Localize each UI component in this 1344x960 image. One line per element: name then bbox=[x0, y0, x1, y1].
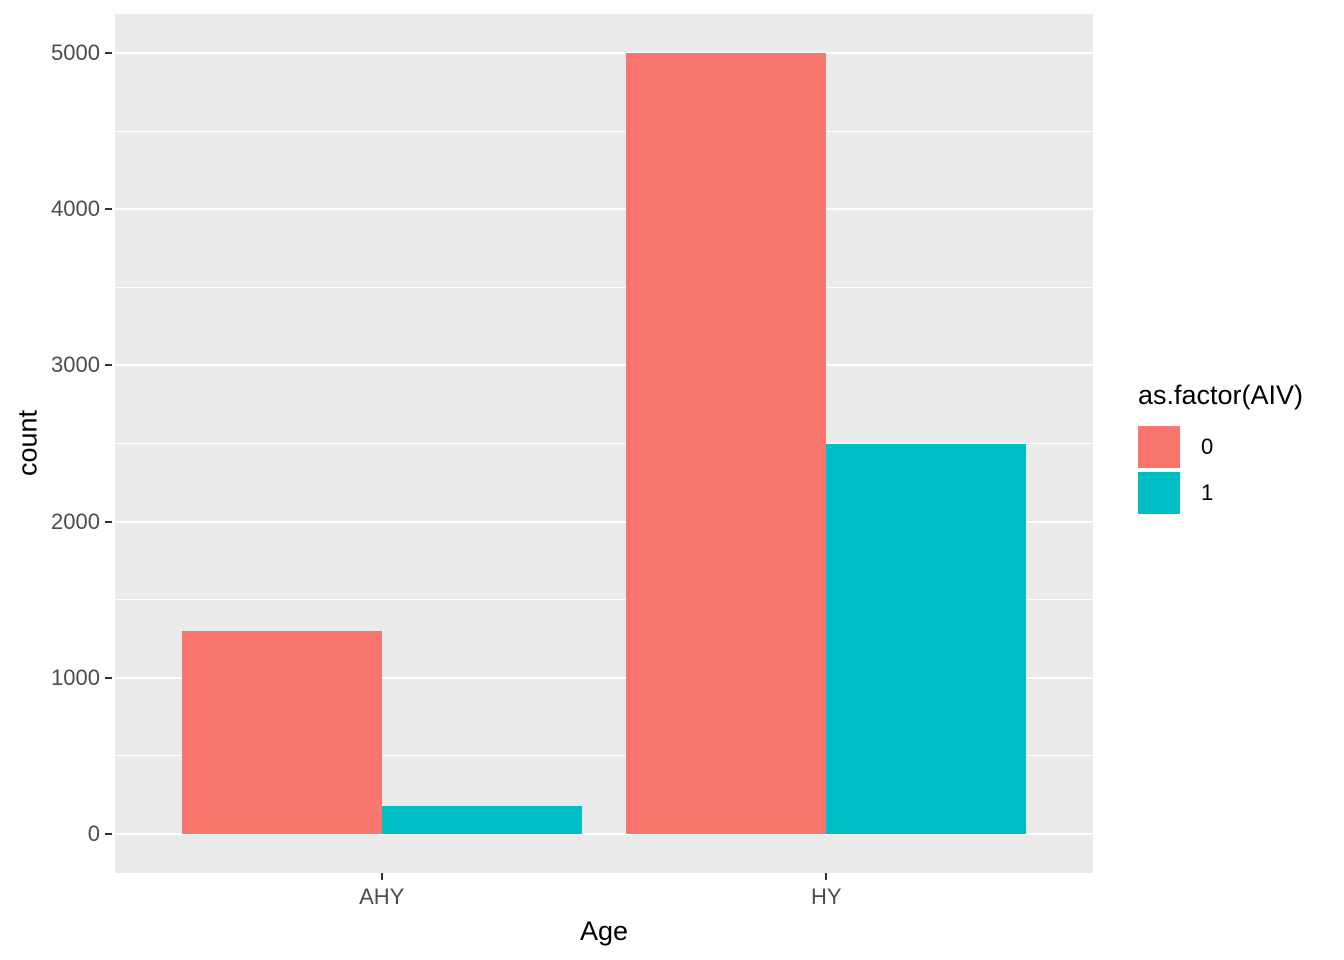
y-tick-label: 4000 bbox=[51, 196, 100, 222]
gridline-major bbox=[115, 364, 1093, 367]
legend-key-swatch bbox=[1138, 472, 1180, 514]
y-axis-tick bbox=[105, 832, 112, 835]
y-tick-label: 3000 bbox=[51, 352, 100, 378]
y-axis-tick bbox=[105, 208, 112, 211]
gridline-minor bbox=[115, 599, 1093, 601]
plot-panel bbox=[115, 14, 1093, 873]
bar-HY-0 bbox=[626, 53, 827, 834]
gridline-major bbox=[115, 52, 1093, 55]
gridline-major bbox=[115, 676, 1093, 679]
bar-AHY-0 bbox=[181, 630, 382, 834]
y-axis-title: count bbox=[12, 409, 43, 477]
y-tick-label: 2000 bbox=[51, 508, 100, 534]
x-axis-title: Age bbox=[579, 916, 629, 946]
legend-title: as.factor(AIV) bbox=[1138, 380, 1304, 410]
legend-entry-label: 1 bbox=[1201, 480, 1214, 505]
y-axis-tick bbox=[105, 52, 112, 55]
legend-entry-0: 0 bbox=[1138, 426, 1303, 468]
gridline-minor bbox=[115, 286, 1093, 288]
x-tick-label: AHY bbox=[359, 884, 405, 909]
gridline-minor bbox=[115, 130, 1093, 132]
y-axis-tick bbox=[105, 364, 112, 367]
x-axis-tick bbox=[825, 873, 828, 880]
y-tick-label: 1000 bbox=[51, 664, 100, 690]
bar-AHY-1 bbox=[381, 805, 582, 834]
gridline-minor bbox=[115, 443, 1093, 444]
gridline-major bbox=[115, 520, 1093, 523]
x-axis-tick bbox=[380, 873, 383, 880]
gridline-minor bbox=[115, 755, 1093, 757]
gridline-major bbox=[115, 208, 1093, 211]
gridline-major bbox=[115, 832, 1093, 835]
x-tick-label: HY bbox=[810, 884, 842, 909]
y-tick-label: 0 bbox=[87, 820, 100, 846]
bar-HY-1 bbox=[826, 443, 1027, 834]
legend-entry-label: 0 bbox=[1201, 434, 1214, 459]
y-axis-tick bbox=[105, 676, 112, 679]
legend-entry-1: 1 bbox=[1138, 472, 1303, 514]
legend-key-swatch bbox=[1138, 426, 1180, 468]
y-tick-label: 5000 bbox=[51, 40, 100, 66]
y-axis-tick bbox=[105, 520, 112, 523]
